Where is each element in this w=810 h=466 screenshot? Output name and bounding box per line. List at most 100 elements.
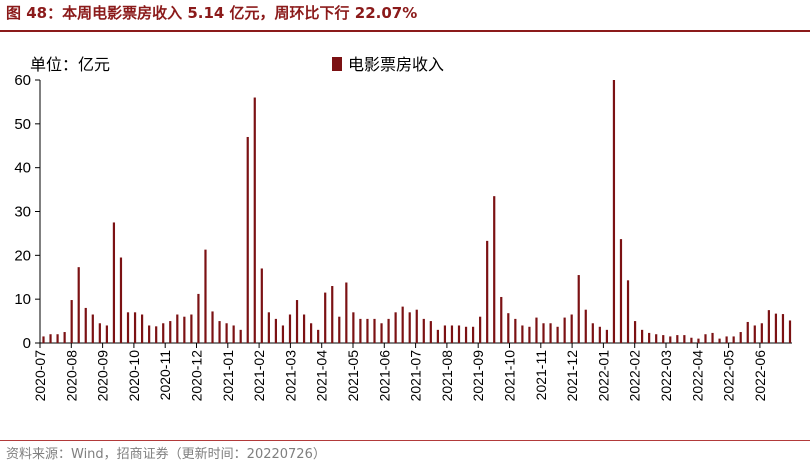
y-tick-label: 0 [23,335,31,352]
bar [563,317,566,343]
x-tick-label: 2021-08 [439,350,455,402]
bar [486,240,489,343]
bar [521,325,524,343]
bar [204,249,207,343]
bar [387,318,390,343]
bar [669,336,672,343]
bar [648,332,651,343]
bar [253,97,256,343]
x-tick-label: 2020-07 [32,350,48,402]
bar [429,321,432,343]
x-tick-label: 2021-06 [376,350,392,402]
bar [676,335,679,343]
bar [302,314,306,343]
bar [239,329,242,343]
bar [98,323,101,343]
bar [359,318,362,343]
bar [570,314,573,343]
bar [788,320,792,343]
bar [91,314,94,343]
bar [63,332,66,343]
bar [612,80,616,343]
bar [500,296,503,343]
bar [746,321,749,343]
bar [77,267,80,343]
bar-series [42,80,792,344]
bar [352,312,355,343]
bar [605,329,608,343]
x-tick-label: 2020-11 [157,350,173,401]
y-tick-label: 10 [14,291,31,308]
bar [422,318,425,343]
bar [49,334,52,343]
bar [493,196,496,343]
bar [598,326,601,343]
bar [450,325,454,343]
bar [535,317,538,343]
bar [514,318,517,343]
bar [246,136,249,343]
bar [732,336,735,343]
bar [718,338,721,343]
y-tick-label: 50 [14,116,31,133]
bar [345,282,348,343]
bar [317,329,320,343]
x-tick-label: 2022-06 [752,350,768,402]
bar [549,323,552,343]
bar [774,313,778,343]
bar [133,312,137,343]
bar [781,314,785,343]
x-tick-label: 2021-05 [345,350,361,402]
y-tick-label: 40 [14,160,31,177]
bar [641,329,644,343]
bar [479,316,482,343]
bar [662,335,665,343]
x-tick-label: 2022-03 [658,350,674,402]
y-tick-label: 30 [14,204,31,221]
bar [281,325,285,343]
bar [274,318,277,343]
y-axis: 0 10 20 30 40 50 60 [14,72,41,352]
bar [148,325,151,343]
x-tick-label: 2022-05 [721,350,737,402]
bar [577,275,580,343]
bar [331,286,334,343]
bar [443,325,447,343]
bar [436,329,439,343]
bar [232,325,235,343]
title-divider [0,30,810,32]
bar [176,314,179,343]
bar [84,307,87,343]
bar [626,280,630,343]
bar [295,300,299,343]
bar [70,300,73,343]
figure-title: 图 48：本周电影票房收入 5.14 亿元，周环比下行 22.07% [6,4,418,22]
bar [218,321,221,343]
bar [140,314,144,343]
bar [42,336,45,343]
bar [155,326,158,343]
x-tick-label: 2021-01 [220,350,236,402]
bar [415,309,418,343]
x-tick-label: 2022-01 [595,350,611,402]
bar [584,309,587,343]
bar [56,334,59,343]
bar [105,325,108,343]
bar [162,323,165,343]
bar [591,323,594,343]
bar [471,326,475,343]
bar [408,312,411,343]
bar [310,323,313,343]
bar [725,336,728,343]
x-tick-label: 2021-12 [564,350,580,402]
bar [619,239,623,343]
bar [112,222,116,343]
x-tick-label: 2021-09 [470,350,486,402]
bar [119,257,123,343]
bar [697,338,700,343]
bar [197,293,200,343]
bar [211,311,214,343]
bar [267,312,270,343]
x-tick-label: 2020-09 [95,350,111,402]
